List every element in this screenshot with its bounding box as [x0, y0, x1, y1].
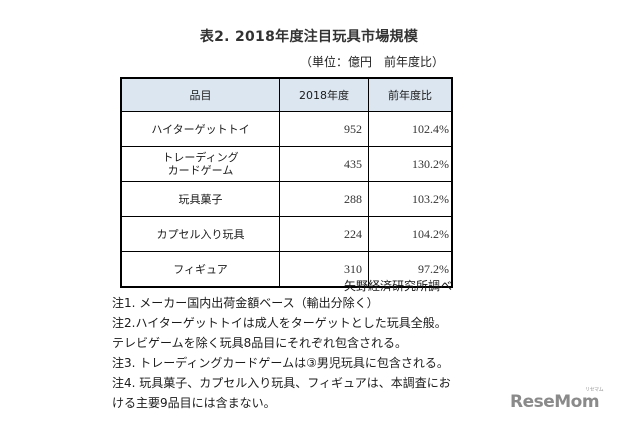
row-value: 952	[279, 111, 369, 147]
row-item-line2: カードゲーム	[167, 164, 234, 177]
note-4: 注4. 玩具菓子、カプセル入り玩具、フィギュアは、本調査における主要9品目には含…	[112, 376, 451, 410]
row-item: カプセル入り玩具	[120, 216, 280, 252]
logo-kana: リセマム	[585, 387, 604, 393]
unit-note: （単位：億円 前年度比）	[300, 55, 445, 69]
header-item: 品目	[120, 77, 280, 112]
row-ratio: 130.2%	[368, 146, 453, 182]
row-item: 玩具菓子	[120, 181, 280, 217]
table-row: 玩具菓子 288 103.2%	[120, 181, 453, 217]
table-row: フィギュア 310 97.2%	[120, 251, 453, 288]
row-ratio: 103.2%	[368, 181, 453, 217]
row-item: ハイターゲットトイ	[120, 111, 280, 147]
source-credit: 矢野経済研究所調べ	[343, 279, 452, 293]
row-item: フィギュア	[120, 251, 280, 288]
table-row: カプセル入り玩具 224 104.2%	[120, 216, 453, 252]
note-3: 注3. トレーディングカードゲームは③男児玩具に包含される。	[112, 356, 449, 370]
row-value: 224	[279, 216, 369, 252]
row-ratio: 104.2%	[368, 216, 453, 252]
market-size-table: 品目 2018年度 前年度比 ハイターゲットトイ 952 102.4% トレーデ…	[120, 77, 453, 288]
table-row: ハイターゲットトイ 952 102.4%	[120, 111, 453, 147]
table-row: トレーディング カードゲーム 435 130.2%	[120, 146, 453, 182]
notes-section: 注1. メーカー国内出荷金額ベース（輸出分除く） 注2.ハイターゲットトイは成人…	[112, 293, 452, 413]
row-item-line1: トレーディング	[162, 151, 239, 164]
row-ratio: 97.2%	[368, 251, 453, 288]
row-item: トレーディング カードゲーム	[120, 146, 280, 182]
note-1: 注1. メーカー国内出荷金額ベース（輸出分除く）	[112, 296, 379, 310]
row-value: 310	[279, 251, 369, 288]
note-2: 注2.ハイターゲットトイは成人をターゲットとした玩具全般。テレビゲームを除く玩具…	[112, 316, 447, 350]
logo-text: ReseMom	[510, 392, 600, 412]
table-title: 表2. 2018年度注目玩具市場規模	[199, 29, 419, 45]
row-value: 288	[279, 181, 369, 217]
table-header-row: 品目 2018年度 前年度比	[120, 77, 453, 112]
resemom-logo: ReseMom リセマム	[510, 387, 604, 412]
header-yoy: 前年度比	[368, 77, 453, 112]
header-2018: 2018年度	[279, 77, 369, 112]
row-value: 435	[279, 146, 369, 182]
row-ratio: 102.4%	[368, 111, 453, 147]
